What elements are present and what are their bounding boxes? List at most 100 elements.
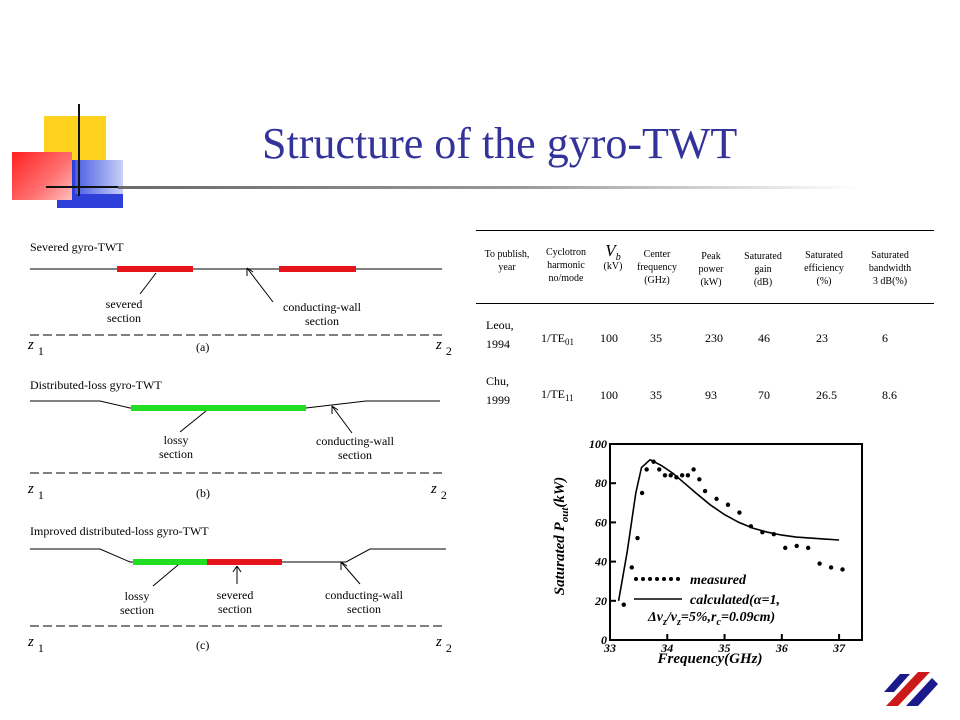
arrow-conducting-a <box>246 267 274 303</box>
measured-point <box>697 477 702 482</box>
header-gain: Saturated gain (dB) <box>732 250 794 289</box>
z1-a-sub: 1 <box>37 344 44 358</box>
measured-point <box>629 565 634 570</box>
header-freq: Center frequency (GHz) <box>626 248 688 287</box>
row1-power: 230 <box>705 331 723 345</box>
header-vb-symbol: V <box>605 241 616 260</box>
legend-measured-marker <box>634 577 638 581</box>
measured-point <box>737 510 742 515</box>
plot-frame <box>609 443 863 641</box>
header-eff-text: Saturated efficiency (%) <box>804 250 844 287</box>
lossy-section-c <box>133 559 207 565</box>
legend-measured-marker <box>655 577 659 581</box>
legend-calculated-label: calculated(α=1, <box>690 593 780 608</box>
header-vb-unit: (kV) <box>603 261 623 272</box>
x-tick-label: 36 <box>775 641 788 655</box>
label-conducting-b: conducting-wall section <box>295 434 415 462</box>
arrow-lossy-b <box>179 410 207 433</box>
caption-a: (a) <box>196 340 210 354</box>
x-tick-label: 35 <box>718 641 731 655</box>
x-tick-label: 33 <box>603 641 616 655</box>
y-axis-label-sub: out <box>559 507 571 523</box>
header-power: Peak power (kW) <box>684 250 738 289</box>
y-tick-label: 80 <box>595 476 607 490</box>
arrow-conducting-c <box>340 561 361 585</box>
y-axis-label: Saturated Pout(kW) <box>552 477 571 595</box>
z1-b-sub: 1 <box>37 488 44 502</box>
header-harmonic-text: Cyclotron harmonic no/mode <box>546 247 586 284</box>
header-publish-text: To publish, year <box>484 249 530 273</box>
header-harmonic: Cyclotron harmonic no/mode <box>532 246 600 285</box>
label-conducting-b-text: conducting-wall section <box>316 434 394 462</box>
table-rule-header <box>476 303 934 304</box>
deco-square-red <box>12 152 72 200</box>
caption-b: (b) <box>196 486 210 500</box>
legend-measured-marker <box>641 577 645 581</box>
row2-bw: 8.6 <box>882 388 897 402</box>
diagram-b <box>30 400 442 474</box>
z1-c-sub: 1 <box>37 641 44 655</box>
table-rule-top <box>476 230 934 231</box>
lossy-section-b <box>131 405 306 411</box>
y-tick-label: 20 <box>594 594 607 608</box>
y-axis-label-unit: (kW) <box>552 477 568 508</box>
z2-c: z <box>436 634 442 650</box>
diagram-a <box>30 266 442 336</box>
diagram-a-heading: Severed gyro-TWT <box>30 240 124 254</box>
row1-author-text: Leou, 1994 <box>486 318 514 351</box>
measured-point <box>639 490 645 496</box>
label-severed-a-text: severed section <box>105 297 143 325</box>
diagram-b-heading: Distributed-loss gyro-TWT <box>30 378 162 392</box>
x-axis-label: Frequency(GHz) <box>657 651 763 667</box>
measured-point <box>817 561 822 566</box>
deco-line-horizontal <box>46 186 120 188</box>
legend-calculated-params: Δvz/vz=5%,rc=0.09cm) <box>647 610 775 628</box>
y-tick-label: 100 <box>589 437 607 451</box>
caption-c: (c) <box>196 638 210 652</box>
calculated-curve <box>617 458 840 601</box>
arrow-severed-a <box>139 272 157 295</box>
label-lossy-b: lossy section <box>144 433 208 461</box>
measured-point <box>621 602 626 607</box>
row2-eff: 26.5 <box>816 388 837 402</box>
measured-point <box>702 488 708 494</box>
z1-b: z <box>28 481 34 497</box>
page-title: Structure of the gyro-TWT <box>262 119 738 168</box>
x-tick-label: 34 <box>660 641 673 655</box>
label-lossy-c-text: lossy section <box>120 589 154 617</box>
severed-section-c <box>207 559 282 565</box>
row2-mode: 1/TE11 <box>541 387 574 403</box>
measured-point <box>679 473 685 478</box>
label-severed-c: severed section <box>200 588 270 616</box>
measured-point <box>783 545 788 551</box>
measured-point <box>794 543 799 549</box>
legend-measured-marker <box>669 577 673 581</box>
measured-point <box>644 467 649 472</box>
x-tick-label: 37 <box>832 641 846 655</box>
measured-point <box>657 467 662 472</box>
z2-b-sub: 2 <box>440 488 447 502</box>
measured-point <box>840 567 845 572</box>
header-vb-sub: b <box>615 252 621 263</box>
legend-measured-label: measured <box>690 573 747 588</box>
y-tick-label: 0 <box>601 633 607 647</box>
z2-a-sub: 2 <box>445 344 452 358</box>
severed-section-a-left <box>117 266 193 272</box>
header-publish: To publish, year <box>472 248 542 274</box>
arrow-lossy-c <box>152 564 179 587</box>
measured-point <box>685 473 691 478</box>
diagram-c-heading: Improved distributed-loss gyro-TWT <box>30 524 209 538</box>
row1-gain: 46 <box>758 331 770 345</box>
header-vb: Vb (kV) <box>596 241 630 273</box>
measured-point <box>805 545 811 551</box>
row1-bw: 6 <box>882 331 888 345</box>
label-conducting-c: conducting-wall section <box>304 588 424 616</box>
label-lossy-b-text: lossy section <box>159 433 193 461</box>
row2-gain: 70 <box>758 388 770 402</box>
row2-mode-text: 1/TE <box>541 387 565 401</box>
severed-section-a-right <box>279 266 356 272</box>
diagram-c <box>30 548 446 627</box>
